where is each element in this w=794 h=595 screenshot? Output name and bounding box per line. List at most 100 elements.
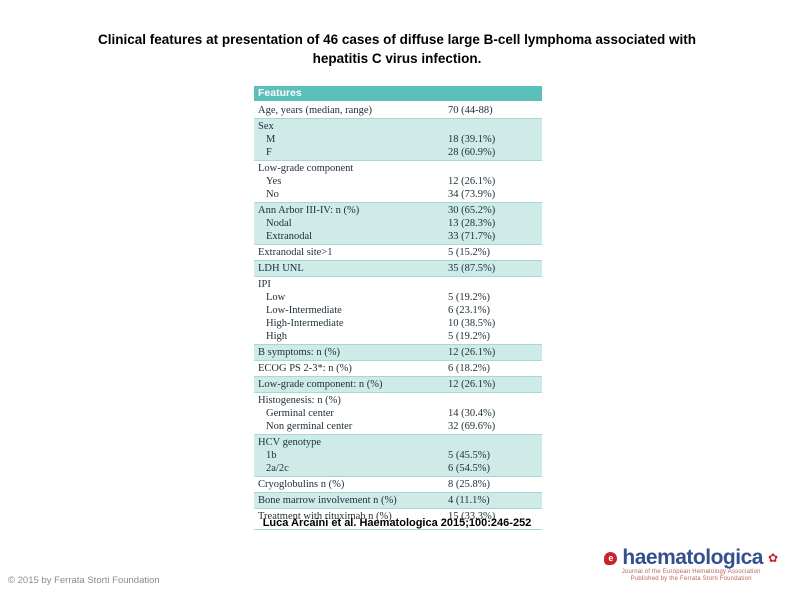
table-row: Low-grade component (254, 162, 542, 175)
table-group: Treatment with rituximab n (%) 15 (33.3%) (254, 508, 542, 524)
table-group: Bone marrow involvement n (%) 4 (11.1%) (254, 492, 542, 508)
row-label: Germinal center (266, 408, 334, 419)
copyright-notice: © 2015 by Ferrata Storti Foundation (8, 575, 160, 586)
row-value: 34 (73.9%) (448, 189, 496, 200)
table-row: Germinal center 14 (30.4%) (254, 407, 542, 420)
row-value: 5 (15.2%) (448, 247, 490, 258)
haematologica-logo: e haematologica ✿ Journal of the Europea… (604, 547, 778, 583)
row-value: 4 (11.1%) (448, 495, 490, 506)
table-row: Treatment with rituximab n (%) 15 (33.3%) (254, 510, 542, 523)
table-group: Low-grade component Yes 12 (26.1%) No 34 (73… (254, 160, 542, 202)
table-row: Non germinal center 32 (69.6%) (254, 420, 542, 433)
table-group: Histogenesis: n (%) Germinal center 14 (30… (254, 392, 542, 434)
row-label: M (266, 134, 276, 145)
row-value: 10 (38.5%) (448, 318, 496, 329)
blood-drop-icon: e (604, 551, 618, 565)
row-label: Non germinal center (266, 421, 353, 432)
haematologica-wordmark: haematologica (622, 546, 763, 569)
table-row: High 5 (19.2%) (254, 330, 542, 343)
table-group: Sex M 18 (39.1%) F 28 (60.9%) (254, 118, 542, 160)
logo-subtitle-line-2: Published by the Ferrata Storti Foundati… (630, 576, 752, 582)
row-label: Ann Arbor III-IV: n (%) (258, 205, 360, 216)
row-value: 6 (23.1%) (448, 305, 490, 316)
table-row: M 18 (39.1%) (254, 133, 542, 146)
row-label: High (266, 331, 287, 342)
table-group: Extranodal site>1 5 (15.2%) (254, 244, 542, 260)
table-row: Bone marrow involvement n (%) 4 (11.1%) (254, 494, 542, 507)
features-table-header: Features (254, 86, 542, 101)
features-table: Features Age, years (median, range) 70 (4… (254, 86, 542, 530)
row-label: B symptoms: n (%) (258, 347, 340, 358)
table-row: HCV genotype (254, 436, 542, 449)
row-label: Extranodal site>1 (258, 247, 333, 258)
table-row: Age, years (median, range) 70 (44-88) (254, 104, 542, 117)
row-label: No (266, 189, 279, 200)
row-label: High-Intermediate (266, 318, 344, 329)
citation: Luca Arcaini et al. Haematologica 2015;1… (262, 517, 532, 529)
slide-title-line-2: hepatitis C virus infection. (312, 51, 482, 66)
table-row: F 28 (60.9%) (254, 146, 542, 159)
table-group: B symptoms: n (%) 12 (26.1%) (254, 344, 542, 360)
slide-title-line-1: Clinical features at presentation of 46 … (98, 32, 696, 47)
row-label: Sex (258, 121, 274, 132)
table-row: Low 5 (19.2%) (254, 291, 542, 304)
table-row: Sex (254, 120, 542, 133)
row-label: Yes (266, 176, 282, 187)
features-table-body: Age, years (median, range) 70 (44-88) Sex M… (254, 101, 542, 524)
row-value: 18 (39.1%) (448, 134, 496, 145)
row-label: 1b (266, 450, 277, 461)
row-value: 8 (25.8%) (448, 479, 490, 490)
table-group: HCV genotype 1b 5 (45.5%) 2a/2c 6 (54.5%) (254, 434, 542, 476)
row-label: Low-Intermediate (266, 305, 342, 316)
row-label: 2a/2c (266, 463, 289, 474)
row-label: Extranodal (266, 231, 313, 242)
row-label: IPI (258, 279, 271, 290)
table-row: Low-grade component: n (%) 12 (26.1%) (254, 378, 542, 391)
row-label: HCV genotype (258, 437, 322, 448)
haematologica-logo-row: e haematologica ✿ (604, 547, 778, 569)
table-row: IPI (254, 278, 542, 291)
row-label: ECOG PS 2-3*: n (%) (258, 363, 352, 374)
row-value (448, 278, 542, 291)
row-label: LDH UNL (258, 263, 304, 274)
row-value (448, 394, 542, 407)
table-row: Yes 12 (26.1%) (254, 175, 542, 188)
row-value: 70 (44-88) (448, 105, 493, 116)
row-value: 5 (45.5%) (448, 450, 490, 461)
table-row: B symptoms: n (%) 12 (26.1%) (254, 346, 542, 359)
row-label: Nodal (266, 218, 292, 229)
row-value: 33 (71.7%) (448, 231, 496, 242)
logo-subtitle-line-1: Journal of the European Hematology Assoc… (621, 569, 761, 575)
table-row: LDH UNL 35 (87.5%) (254, 262, 542, 275)
row-value: 15 (33.3%) (448, 511, 496, 522)
slide-title: Clinical features at presentation of 46 … (0, 30, 794, 68)
table-row: 1b 5 (45.5%) (254, 449, 542, 462)
row-value: 12 (26.1%) (448, 176, 496, 187)
row-value: 5 (19.2%) (448, 292, 490, 303)
table-row: Extranodal site>1 5 (15.2%) (254, 246, 542, 259)
row-value: 14 (30.4%) (448, 408, 496, 419)
table-row: Ann Arbor III-IV: n (%) 30 (65.2%) (254, 204, 542, 217)
table-group: IPI Low 5 (19.2%) Low-Intermediate 6 (23.1%)… (254, 276, 542, 344)
row-value: 13 (28.3%) (448, 218, 496, 229)
row-label: Low (266, 292, 286, 303)
row-label: F (266, 147, 272, 158)
table-row: Nodal 13 (28.3%) (254, 217, 542, 230)
table-row: Cryoglobulins n (%) 8 (25.8%) (254, 478, 542, 491)
table-row: Low-Intermediate 6 (23.1%) (254, 304, 542, 317)
table-row: 2a/2c 6 (54.5%) (254, 462, 542, 475)
row-value: 5 (19.2%) (448, 331, 490, 342)
table-row: High-Intermediate 10 (38.5%) (254, 317, 542, 330)
table-row: Histogenesis: n (%) (254, 394, 542, 407)
row-value (448, 162, 542, 175)
table-group: Age, years (median, range) 70 (44-88) (254, 101, 542, 118)
row-value: 30 (65.2%) (448, 205, 496, 216)
row-value: 32 (69.6%) (448, 421, 496, 432)
row-label: Cryoglobulins n (%) (258, 479, 345, 490)
row-label: Low-grade component: n (%) (258, 379, 383, 390)
row-value: 6 (18.2%) (448, 363, 490, 374)
table-group: Cryoglobulins n (%) 8 (25.8%) (254, 476, 542, 492)
table-row: No 34 (73.9%) (254, 188, 542, 201)
row-value: 12 (26.1%) (448, 379, 496, 390)
row-value: 35 (87.5%) (448, 263, 496, 274)
